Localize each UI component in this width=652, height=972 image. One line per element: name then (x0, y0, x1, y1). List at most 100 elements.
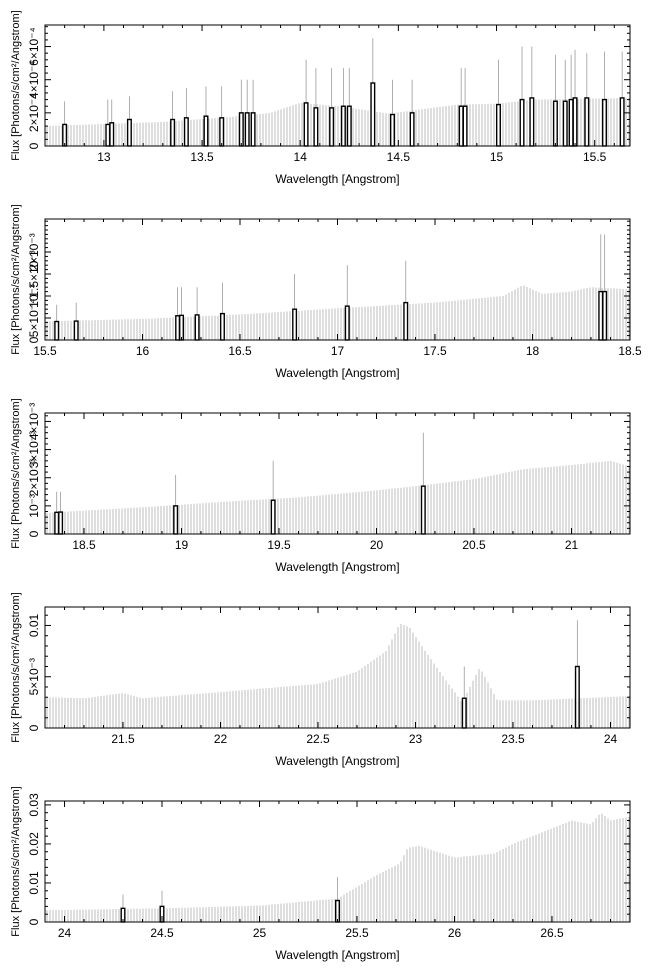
x-tick-label: 16.5 (228, 344, 252, 358)
y-tick-label: 6×10⁻⁴ (27, 27, 41, 66)
line-bar (250, 112, 256, 147)
emission-lines (54, 432, 426, 535)
continuum-bins (46, 623, 630, 728)
line-bar (329, 107, 335, 147)
line-bar (602, 290, 608, 341)
line-bar (335, 899, 341, 923)
line-bar (170, 118, 176, 147)
line-bar (598, 290, 604, 341)
x-tick-label: 16 (136, 344, 150, 358)
plot-frame (44, 24, 631, 147)
x-tick-label: 14 (294, 150, 308, 164)
x-tick-label: 20.5 (462, 538, 486, 552)
line-bar (519, 98, 525, 147)
y-tick-label: 10⁻³ (27, 284, 41, 308)
x-tick-label: 15 (490, 150, 504, 164)
line-bar (109, 122, 115, 147)
x-tick-label: 19 (175, 538, 189, 552)
y-tick-label: 0.03 (27, 793, 41, 817)
line-bar (183, 117, 189, 147)
line-bar (292, 308, 298, 341)
y-tick-label: 5×10⁻³ (27, 658, 41, 695)
y-axis-label: Flux [Photons/s/cm²/Angstrom] (10, 786, 22, 936)
x-tick-label: 24.5 (150, 926, 174, 940)
x-tick-label: 17 (331, 344, 345, 358)
x-tick-label: 23 (409, 732, 423, 746)
line-bar (619, 97, 625, 147)
line-bar (344, 305, 350, 341)
y-axis-label: Flux [Photons/s/cm²/Angstrom] (10, 204, 22, 354)
x-tick-label: 18.5 (72, 538, 96, 552)
x-tick-label: 17.5 (423, 344, 447, 358)
x-axis-label: Wavelength [Angstrom] (275, 560, 399, 574)
line-bar (126, 118, 132, 147)
x-tick-label: 25.5 (345, 926, 369, 940)
line-bar (178, 314, 184, 341)
y-tick-label: 0 (27, 724, 41, 731)
line-bar (58, 511, 64, 535)
x-tick-label: 15.5 (33, 344, 57, 358)
x-tick-label: 18.5 (618, 344, 642, 358)
line-bar (173, 505, 179, 535)
y-tick-label: 4×10⁻⁴ (27, 60, 41, 99)
chart-panel-4: 21.5 22 22.5 23 23.5 24 0 5×10⁻³ 0.01 Wavelength … (10, 592, 631, 768)
line-bar (420, 485, 426, 535)
y-tick-label: 2×10⁻³ (27, 459, 41, 496)
x-tick-label: 21 (565, 538, 579, 552)
line-bar (54, 320, 60, 341)
y-tick-label: 10⁻³ (27, 494, 41, 518)
continuum-bins (46, 813, 630, 922)
line-bar (175, 315, 181, 341)
line-bar (340, 105, 346, 147)
emission-lines (62, 38, 625, 147)
line-bar (462, 105, 468, 147)
y-tick-label: 4×10⁻³ (27, 403, 41, 440)
line-bar (244, 112, 250, 147)
line-bar (495, 103, 501, 147)
chart-panel-5: 24 24.5 25 25.5 26 26.5 0 0.01 0.02 0.03 Wavelengt… (10, 786, 631, 962)
x-tick-label: 13 (97, 150, 111, 164)
line-bar (562, 100, 568, 147)
chart-panel-2: 15.5 16 16.5 17 17.5 18 18.5 05×10⁻⁴10⁻³1.5×10⁻… (10, 204, 642, 380)
line-bar (574, 665, 580, 729)
line-bar (601, 98, 607, 147)
line-bar (370, 82, 376, 147)
x-tick-label: 20 (370, 538, 384, 552)
continuum-bins (46, 97, 630, 146)
x-axis-label: Wavelength [Angstrom] (275, 754, 399, 768)
line-bar (572, 97, 578, 147)
x-tick-label: 22.5 (306, 732, 330, 746)
line-bar (203, 115, 209, 147)
line-bar (313, 107, 319, 147)
line-bar (403, 301, 409, 341)
x-tick-label: 24 (604, 732, 618, 746)
line-bar (409, 112, 415, 147)
x-tick-label: 25 (253, 926, 267, 940)
x-tick-label: 13.5 (190, 150, 214, 164)
y-tick-label: 0 (27, 336, 41, 343)
line-bar (219, 117, 225, 147)
x-tick-label: 22 (214, 732, 228, 746)
x-tick-label: 24 (58, 926, 72, 940)
y-tick-label: 2×10⁻³ (27, 233, 41, 270)
y-tick-label: 0 (27, 142, 41, 149)
line-bar (568, 98, 574, 147)
y-tick-label: 0 (27, 530, 41, 537)
line-bar (389, 113, 395, 147)
line-bar (346, 105, 352, 147)
line-bar (552, 100, 558, 147)
x-tick-label: 26.5 (540, 926, 564, 940)
x-axis-label: Wavelength [Angstrom] (275, 948, 399, 962)
x-axis-label: Wavelength [Angstrom] (275, 172, 399, 186)
y-axis-label: Flux [Photons/s/cm²/Angstrom] (10, 10, 22, 160)
line-bar (194, 314, 200, 341)
x-tick-label: 14.5 (387, 150, 411, 164)
x-tick-label: 15.5 (583, 150, 607, 164)
x-tick-label: 19.5 (267, 538, 291, 552)
x-tick-label: 23.5 (501, 732, 525, 746)
x-axis-label: Wavelength [Angstrom] (275, 366, 399, 380)
y-tick-label: 1.5×10⁻³ (27, 250, 41, 297)
emission-lines (54, 234, 608, 341)
line-bar (529, 97, 535, 147)
